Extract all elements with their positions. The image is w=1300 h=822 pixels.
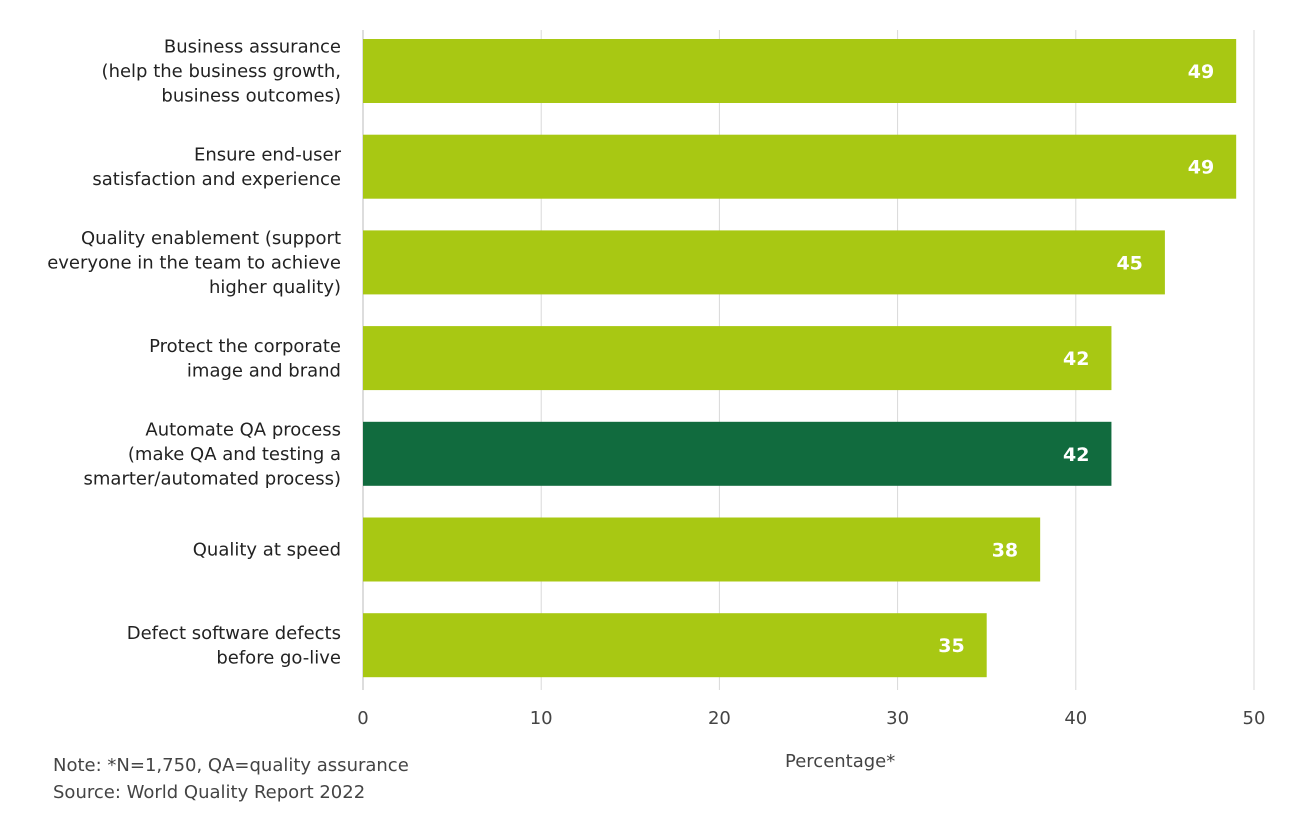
x-tick-label: 40 <box>1064 708 1087 729</box>
category-label: Quality at speed <box>193 540 341 561</box>
data-label: 42 <box>1063 348 1089 370</box>
data-label: 49 <box>1188 157 1214 179</box>
x-tick-label: 0 <box>357 708 368 729</box>
data-label: 38 <box>992 540 1018 562</box>
data-label: 42 <box>1063 444 1089 466</box>
category-label: Ensure end-user satisfaction and experien… <box>92 144 341 190</box>
bar <box>363 517 1041 582</box>
bar <box>363 230 1165 295</box>
x-tick-label: 50 <box>1243 708 1266 729</box>
data-label: 49 <box>1188 61 1214 83</box>
note-text: Note: *N=1,750, QA=quality assurance <box>53 755 409 776</box>
category-label: Business assurance (help the business gro… <box>102 37 341 107</box>
x-tick-label: 30 <box>886 708 909 729</box>
category-label: Protect the corporate image and brand <box>149 336 341 382</box>
category-label: Defect software defects before go-live <box>127 623 341 669</box>
source-text: Source: World Quality Report 2022 <box>53 782 366 803</box>
x-tick-label: 10 <box>530 708 553 729</box>
category-label: Quality enablement (support everyone in t… <box>47 228 341 298</box>
x-axis-label: Percentage* <box>785 751 896 772</box>
bar <box>363 421 1112 486</box>
category-label: Automate QA process (make QA and testing … <box>84 419 341 489</box>
data-label: 35 <box>938 635 964 657</box>
bar <box>363 39 1237 103</box>
bar <box>363 613 987 678</box>
x-tick-label: 20 <box>708 708 731 729</box>
bar <box>363 134 1237 199</box>
bar <box>363 326 1112 391</box>
data-label: 45 <box>1116 252 1142 274</box>
